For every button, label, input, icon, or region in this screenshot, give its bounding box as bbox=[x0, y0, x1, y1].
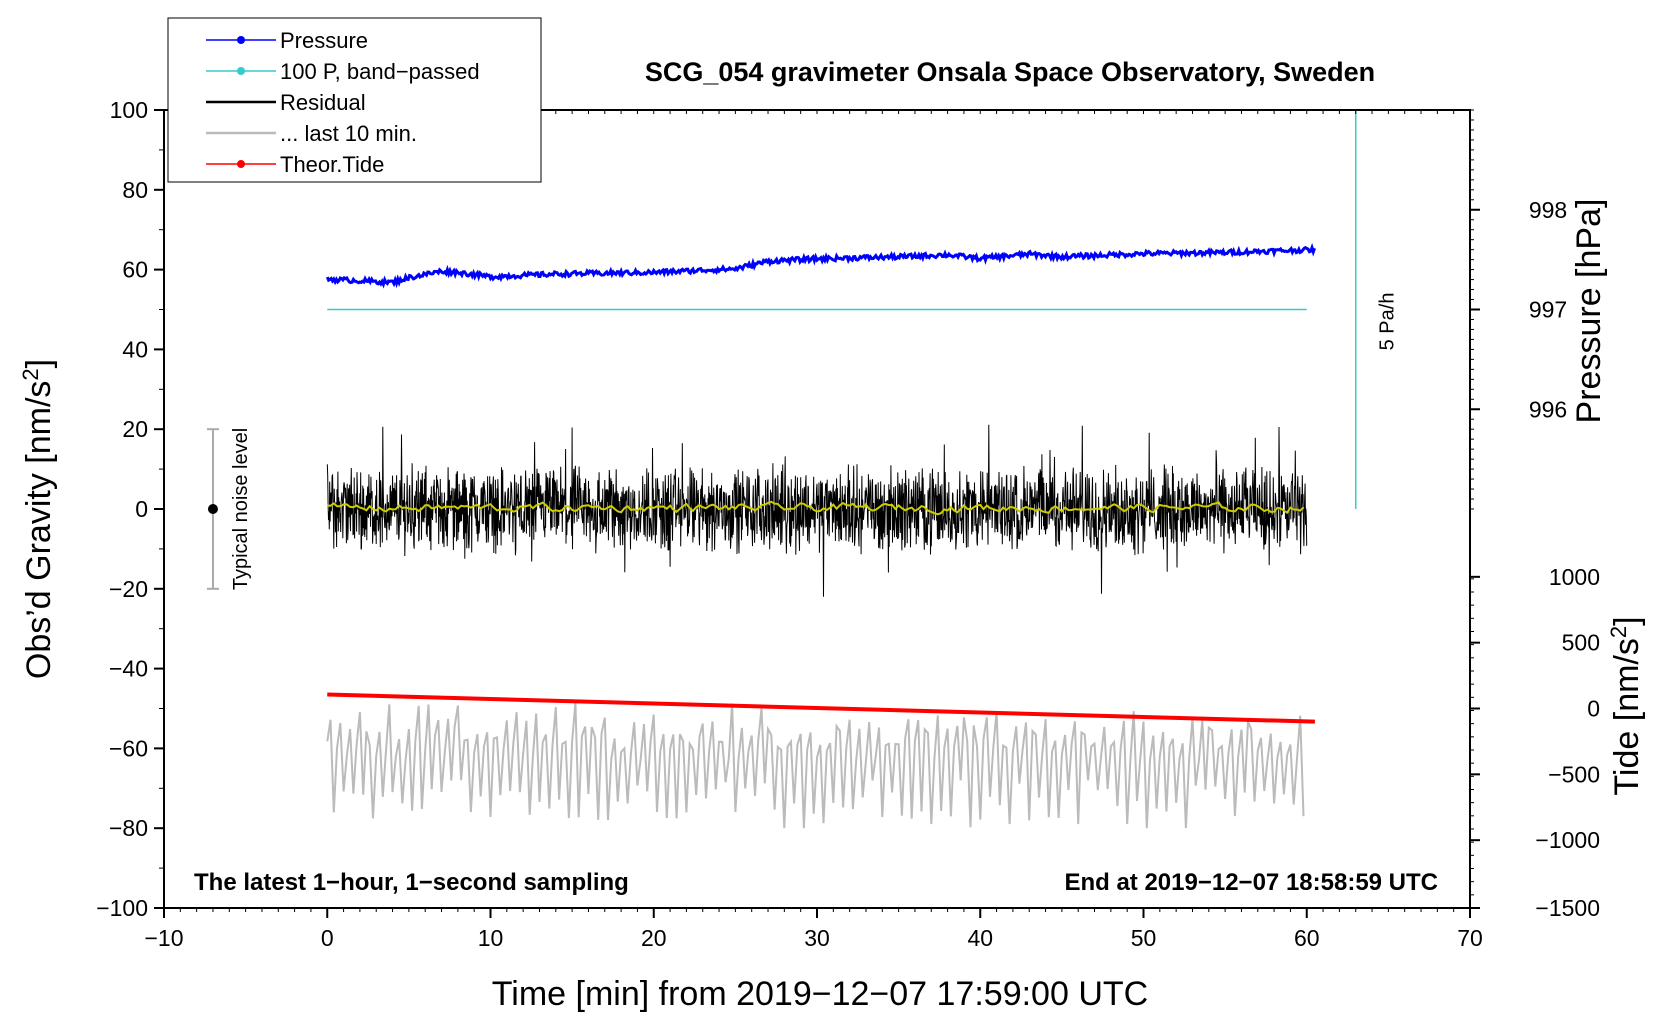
pressure-line bbox=[325, 242, 1317, 289]
tide-tick-label: −1000 bbox=[1535, 827, 1600, 853]
noise-level-label: Typical noise level bbox=[230, 428, 252, 590]
tide-tick-label: 0 bbox=[1587, 696, 1600, 722]
y-tick-label: 0 bbox=[135, 496, 148, 522]
tide-tick-label: 500 bbox=[1562, 630, 1600, 656]
x-tick-label: 0 bbox=[321, 925, 334, 951]
y-tick-label: 60 bbox=[122, 257, 148, 283]
x-axis-title: Time [min] from 2019−12−07 17:59:00 UTC bbox=[492, 975, 1148, 1013]
x-tick-label: 50 bbox=[1131, 925, 1157, 951]
x-tick-label: 60 bbox=[1294, 925, 1320, 951]
y-tick-label: −40 bbox=[109, 656, 148, 682]
y-axis-left: −100 −80 −60 −40 −20 0 20 40 60 80 100 bbox=[96, 97, 164, 921]
legend-marker bbox=[237, 67, 245, 75]
last-10-min-line bbox=[326, 702, 1305, 829]
legend-marker bbox=[237, 160, 245, 168]
y-axis-pressure-title: Pressure [hPa] bbox=[1570, 199, 1608, 424]
y-axis-tide-title: Tide [nm/s2] bbox=[1606, 616, 1646, 795]
tide-tick-label: −500 bbox=[1548, 761, 1600, 787]
pressure-tick-label: 996 bbox=[1529, 396, 1567, 422]
tide-tick-label: −1500 bbox=[1535, 895, 1600, 921]
x-tick-label: 20 bbox=[641, 925, 667, 951]
y-tick-label: −60 bbox=[109, 735, 148, 761]
pressure-tick-label: 998 bbox=[1529, 197, 1567, 223]
y-tick-label: 100 bbox=[110, 97, 148, 123]
x-tick-label: 40 bbox=[967, 925, 993, 951]
sampling-annotation: The latest 1−hour, 1−second sampling bbox=[194, 869, 629, 896]
legend-box bbox=[167, 17, 542, 183]
y-axis-tide: −1500 −1000 −500 0 500 1000 bbox=[1470, 564, 1600, 921]
x-tick-label: 70 bbox=[1457, 925, 1483, 951]
legend-label: 100 P, band−passed bbox=[280, 59, 480, 84]
chart-title: SCG_054 gravimeter Onsala Space Observat… bbox=[645, 57, 1375, 87]
y-axis-left-title: Obs’d Gravity [nm/s2] bbox=[18, 359, 58, 679]
tide-line bbox=[327, 692, 1315, 724]
y-tick-label: 40 bbox=[122, 336, 148, 362]
x-tick-label: 10 bbox=[478, 925, 504, 951]
legend-label: Pressure bbox=[280, 28, 368, 53]
legend: Pressure 100 P, band−passed Residual ... la… bbox=[167, 17, 542, 183]
legend-marker bbox=[237, 36, 245, 44]
y-tick-label: −80 bbox=[109, 815, 148, 841]
noise-level-dot bbox=[207, 504, 218, 514]
end-time-annotation: End at 2019−12−07 18:58:59 UTC bbox=[1064, 869, 1438, 896]
residual-smoothed-line bbox=[327, 500, 1305, 516]
x-tick-label: 30 bbox=[804, 925, 830, 951]
x-tick-label: −10 bbox=[144, 925, 183, 951]
legend-label: ... last 10 min. bbox=[280, 121, 417, 146]
legend-label: Residual bbox=[280, 90, 366, 115]
y-tick-label: −20 bbox=[109, 576, 148, 602]
tide-tick-label: 1000 bbox=[1549, 564, 1600, 590]
y-tick-label: 80 bbox=[122, 177, 148, 203]
plot-content: 5 Pa/h Typical noise level bbox=[206, 110, 1399, 829]
y-tick-label: 20 bbox=[122, 416, 148, 442]
legend-label: Theor.Tide bbox=[280, 152, 384, 177]
rate-marker-label: 5 Pa/h bbox=[1377, 293, 1399, 351]
pressure-tick-label: 997 bbox=[1529, 297, 1567, 323]
y-axis-pressure: 996 997 998 bbox=[1470, 109, 1567, 510]
x-axis: −10 0 10 20 30 40 50 60 70 bbox=[144, 110, 1483, 951]
y-tick-label: −100 bbox=[96, 895, 148, 921]
